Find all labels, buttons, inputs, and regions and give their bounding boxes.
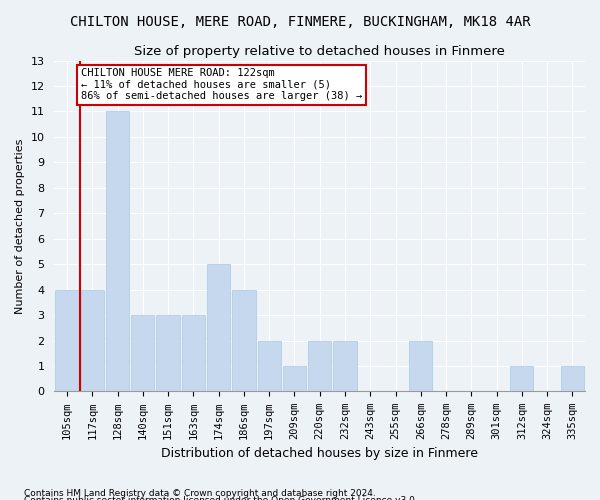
Bar xyxy=(409,340,433,392)
Bar xyxy=(182,315,205,392)
Bar xyxy=(207,264,230,392)
Bar xyxy=(157,315,180,392)
Bar xyxy=(510,366,533,392)
Text: Contains public sector information licensed under the Open Government Licence v3: Contains public sector information licen… xyxy=(24,496,418,500)
Text: CHILTON HOUSE MERE ROAD: 122sqm
← 11% of detached houses are smaller (5)
86% of : CHILTON HOUSE MERE ROAD: 122sqm ← 11% of… xyxy=(81,68,362,102)
Bar xyxy=(308,340,331,392)
Bar xyxy=(106,112,129,392)
Bar xyxy=(334,340,356,392)
Title: Size of property relative to detached houses in Finmere: Size of property relative to detached ho… xyxy=(134,45,505,58)
Bar xyxy=(232,290,256,392)
Text: CHILTON HOUSE, MERE ROAD, FINMERE, BUCKINGHAM, MK18 4AR: CHILTON HOUSE, MERE ROAD, FINMERE, BUCKI… xyxy=(70,15,530,29)
Text: Contains HM Land Registry data © Crown copyright and database right 2024.: Contains HM Land Registry data © Crown c… xyxy=(24,488,376,498)
Bar xyxy=(131,315,154,392)
Bar xyxy=(257,340,281,392)
Bar xyxy=(561,366,584,392)
Y-axis label: Number of detached properties: Number of detached properties xyxy=(15,138,25,314)
X-axis label: Distribution of detached houses by size in Finmere: Distribution of detached houses by size … xyxy=(161,447,478,460)
Bar xyxy=(55,290,79,392)
Bar xyxy=(80,290,104,392)
Bar xyxy=(283,366,306,392)
